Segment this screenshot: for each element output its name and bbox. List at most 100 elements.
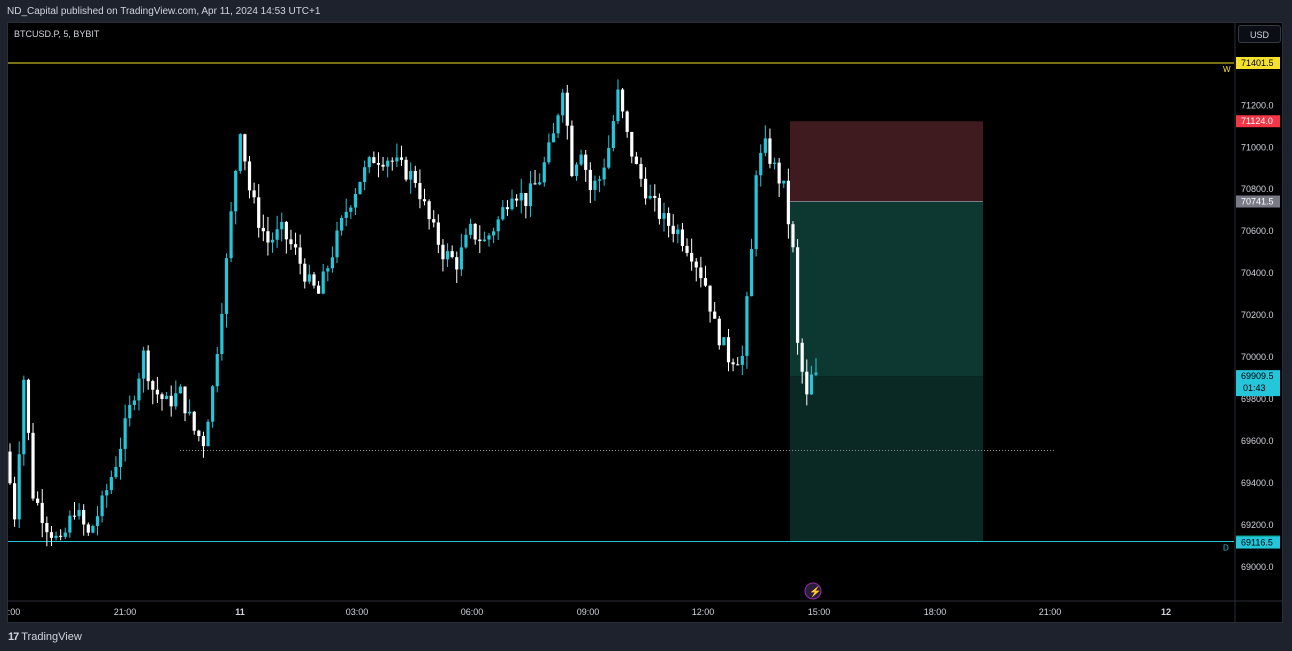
candle-body[interactable] bbox=[105, 490, 109, 496]
candle-body[interactable] bbox=[556, 115, 560, 134]
candle-body[interactable] bbox=[542, 162, 546, 183]
candle-body[interactable] bbox=[634, 156, 638, 165]
candle-body[interactable] bbox=[772, 162, 777, 164]
candle-body[interactable] bbox=[376, 162, 381, 165]
candle-body[interactable] bbox=[118, 448, 123, 468]
candle-body[interactable] bbox=[496, 219, 500, 232]
candle-body[interactable] bbox=[515, 198, 519, 201]
candle-body[interactable] bbox=[54, 535, 58, 538]
candle-body[interactable] bbox=[72, 515, 77, 517]
candle-body[interactable] bbox=[759, 152, 763, 176]
candle-body[interactable] bbox=[192, 411, 196, 431]
candle-body[interactable] bbox=[229, 211, 233, 259]
candle-body[interactable] bbox=[814, 372, 818, 375]
candle-body[interactable] bbox=[151, 381, 155, 390]
candle-body[interactable] bbox=[234, 170, 238, 212]
candle-body[interactable] bbox=[340, 217, 344, 231]
candle-body[interactable] bbox=[574, 164, 579, 177]
candle-body[interactable] bbox=[114, 467, 118, 477]
candle-body[interactable] bbox=[404, 159, 408, 180]
candle-body[interactable] bbox=[335, 230, 339, 258]
candle-body[interactable] bbox=[501, 207, 505, 220]
candle-body[interactable] bbox=[505, 207, 510, 210]
candle-body[interactable] bbox=[597, 179, 602, 181]
candle-body[interactable] bbox=[201, 436, 206, 447]
candle-body[interactable] bbox=[533, 183, 537, 185]
candle-body[interactable] bbox=[653, 195, 657, 198]
candle-body[interactable] bbox=[109, 476, 113, 491]
candle-body[interactable] bbox=[616, 89, 620, 122]
candle-body[interactable] bbox=[63, 532, 67, 537]
candle-body[interactable] bbox=[128, 404, 132, 419]
candle-body[interactable] bbox=[381, 164, 385, 167]
candle-body[interactable] bbox=[699, 267, 703, 279]
candle-body[interactable] bbox=[298, 247, 302, 264]
candle-body[interactable] bbox=[620, 89, 625, 112]
candle-body[interactable] bbox=[169, 395, 173, 407]
candle-body[interactable] bbox=[685, 245, 689, 253]
candle-body[interactable] bbox=[676, 229, 680, 234]
candle-body[interactable] bbox=[36, 498, 40, 503]
candle-body[interactable] bbox=[141, 350, 146, 379]
candle-body[interactable] bbox=[243, 134, 247, 162]
candle-body[interactable] bbox=[280, 221, 284, 230]
price-chart[interactable]: W D 71200.0 71000.0 70800.0 70600.0 70400.0 702… bbox=[0, 0, 1292, 623]
candle-body[interactable] bbox=[372, 157, 376, 163]
candle-body[interactable] bbox=[667, 213, 671, 226]
candle-body[interactable] bbox=[238, 134, 242, 171]
candle-body[interactable] bbox=[777, 162, 781, 184]
candle-body[interactable] bbox=[455, 257, 459, 270]
candle-body[interactable] bbox=[45, 523, 49, 533]
candle-body[interactable] bbox=[768, 138, 772, 164]
candle-body[interactable] bbox=[183, 386, 187, 414]
candle-body[interactable] bbox=[551, 133, 556, 143]
candle-body[interactable] bbox=[137, 378, 141, 401]
candle-body[interactable] bbox=[547, 142, 551, 163]
candle-body[interactable] bbox=[671, 225, 675, 234]
candle-body[interactable] bbox=[178, 386, 183, 394]
candle-body[interactable] bbox=[786, 180, 790, 225]
candle-body[interactable] bbox=[68, 515, 72, 533]
candle-body[interactable] bbox=[252, 190, 256, 198]
candle-body[interactable] bbox=[510, 198, 514, 210]
candle-body[interactable] bbox=[662, 213, 666, 219]
candle-body[interactable] bbox=[805, 371, 809, 395]
candle-body[interactable] bbox=[648, 195, 652, 199]
take-profit-zone[interactable] bbox=[790, 201, 983, 377]
candle-body[interactable] bbox=[703, 278, 708, 286]
candle-body[interactable] bbox=[413, 171, 417, 183]
candle-body[interactable] bbox=[330, 257, 334, 269]
candle-body[interactable] bbox=[399, 157, 404, 160]
candle-body[interactable] bbox=[602, 167, 606, 180]
candle-body[interactable] bbox=[782, 180, 786, 184]
candle-body[interactable] bbox=[722, 337, 726, 346]
candle-body[interactable] bbox=[464, 234, 468, 248]
candle-body[interactable] bbox=[270, 239, 275, 243]
candle-body[interactable] bbox=[31, 432, 35, 499]
candle-body[interactable] bbox=[303, 263, 307, 282]
candle-body[interactable] bbox=[132, 400, 136, 405]
candle-body[interactable] bbox=[492, 231, 496, 236]
candle-body[interactable] bbox=[473, 223, 477, 240]
candle-body[interactable] bbox=[77, 510, 81, 517]
candle-body[interactable] bbox=[390, 160, 394, 162]
candle-body[interactable] bbox=[611, 121, 615, 149]
candle-body[interactable] bbox=[363, 167, 367, 182]
candle-body[interactable] bbox=[86, 524, 90, 533]
candle-body[interactable] bbox=[307, 274, 311, 282]
candle-body[interactable] bbox=[155, 389, 159, 395]
take-profit-remaining-zone[interactable] bbox=[790, 376, 983, 542]
candle-body[interactable] bbox=[561, 92, 565, 116]
candle-body[interactable] bbox=[680, 229, 685, 246]
candle-body[interactable] bbox=[584, 154, 588, 170]
candle-body[interactable] bbox=[59, 535, 63, 537]
candle-body[interactable] bbox=[418, 182, 422, 200]
tradingview-brand[interactable]: 17 TradingView bbox=[8, 631, 82, 643]
candle-body[interactable] bbox=[579, 154, 583, 165]
candle-body[interactable] bbox=[630, 131, 634, 157]
candle-body[interactable] bbox=[395, 157, 399, 162]
candle-body[interactable] bbox=[795, 247, 800, 343]
candle-body[interactable] bbox=[607, 148, 611, 168]
candle-body[interactable] bbox=[220, 313, 224, 355]
candle-body[interactable] bbox=[95, 516, 100, 526]
